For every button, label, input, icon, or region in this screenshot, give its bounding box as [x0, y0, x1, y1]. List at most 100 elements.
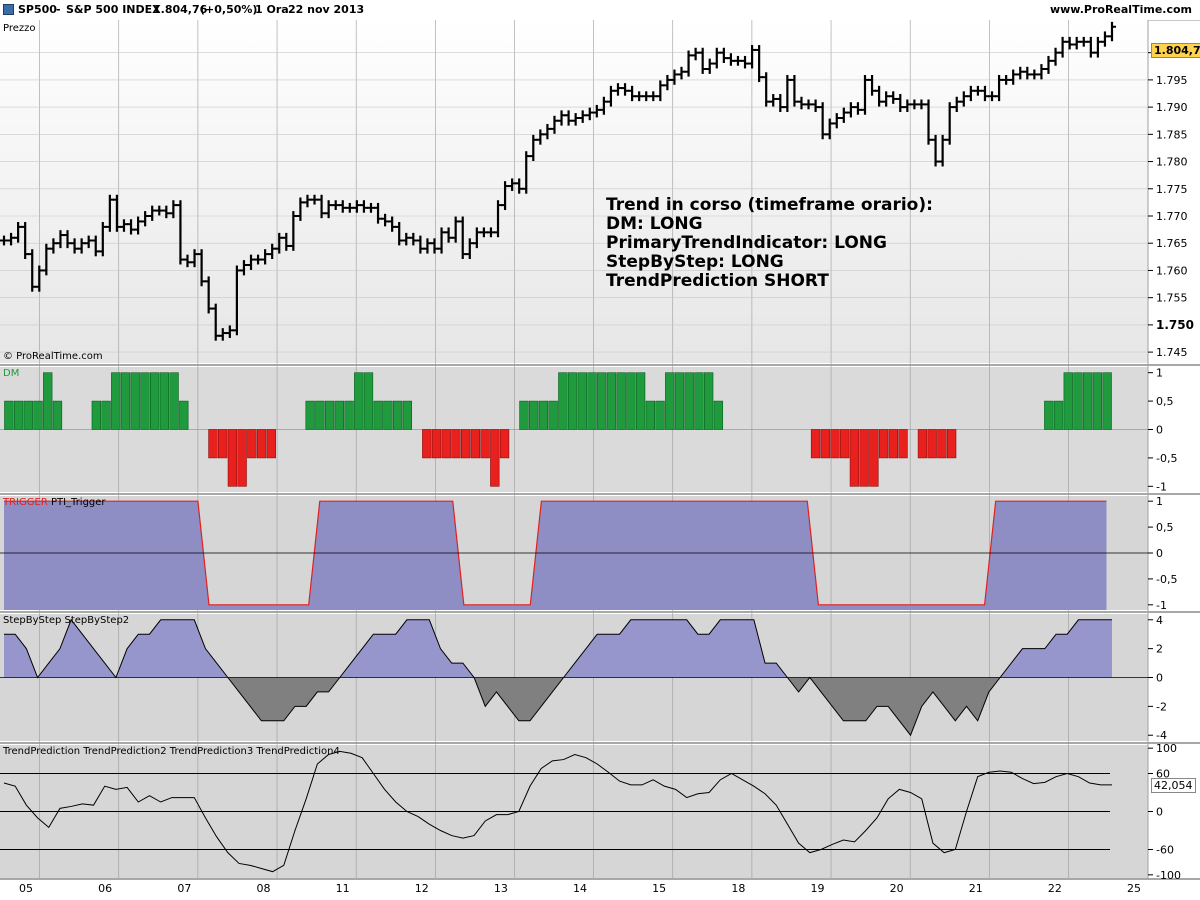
- price-tick-label: 1.750: [1156, 318, 1194, 332]
- dm-bar: [810, 429, 821, 459]
- dm-bar: [558, 372, 568, 430]
- dm-bar: [684, 372, 694, 430]
- trigger-tick-label: -0,5: [1156, 573, 1177, 586]
- x-tick-label: 18: [731, 882, 745, 895]
- dm-bar: [713, 400, 724, 430]
- dm-bar: [130, 372, 140, 430]
- dm-bar: [227, 429, 238, 487]
- dm-bar: [441, 429, 451, 459]
- price-tick-label: 1.770: [1156, 210, 1188, 223]
- chart-canvas[interactable]: 05 06 07 08 11 12 13 14 15 18 19 20 21 22 251.7451.750…: [0, 20, 1200, 900]
- step-pane-label: StepByStep StepByStep2: [3, 615, 130, 626]
- dm-bar: [1044, 400, 1054, 430]
- step-tick-label: 0: [1156, 672, 1163, 685]
- site-link[interactable]: www.ProRealTime.com: [1049, 3, 1192, 16]
- tp-tick-label: -100: [1156, 869, 1181, 882]
- dm-bar: [888, 429, 898, 459]
- dm-bar: [237, 429, 247, 487]
- price-tick-label: 1.745: [1156, 346, 1188, 359]
- axis-layer: 05 06 07 08 11 12 13 14 15 18 19 20 21 22 251.7451.750…: [19, 46, 1194, 895]
- dm-bar: [499, 429, 510, 459]
- dm-bar: [383, 400, 393, 430]
- pane-separators[interactable]: [0, 364, 1200, 880]
- x-tick-label: 14: [573, 882, 587, 895]
- dm-bar: [392, 400, 403, 430]
- dm-bar: [480, 429, 490, 459]
- trigger-area: [4, 501, 1107, 610]
- x-tick-label: 07: [177, 882, 191, 895]
- dm-bar: [111, 372, 121, 430]
- dm-bar: [169, 372, 179, 430]
- dm-tick-label: 0,5: [1156, 395, 1174, 408]
- dm-bar: [849, 429, 860, 487]
- dm-bar: [159, 372, 170, 430]
- tp-tick-label: 0: [1156, 806, 1163, 819]
- dm-bar: [431, 429, 442, 459]
- dm-bar: [1053, 400, 1064, 430]
- dm-bar: [597, 372, 607, 430]
- dm-bar: [878, 429, 889, 459]
- dm-bar: [451, 429, 461, 459]
- dm-bar: [23, 400, 33, 430]
- dm-bar: [937, 429, 947, 459]
- x-tick-label: 11: [336, 882, 350, 895]
- annotation-line: DM: LONG: [606, 214, 703, 234]
- series-layer: [0, 21, 1148, 873]
- trigger-tick-label: -1: [1156, 599, 1167, 612]
- instrument-icon: [3, 4, 14, 15]
- dm-bar: [218, 429, 228, 459]
- price-tick-label: 1.775: [1156, 183, 1188, 196]
- dm-bar: [820, 429, 830, 459]
- dm-bar: [33, 400, 43, 430]
- trigger-tick-label: 1: [1156, 495, 1163, 508]
- last-price-box: 1.804,76: [1151, 43, 1200, 58]
- dm-bar: [830, 429, 840, 459]
- dm-pane-label: DM: [3, 368, 20, 379]
- dm-bar: [567, 372, 578, 430]
- dm-bar: [461, 429, 471, 459]
- dm-bar: [120, 372, 131, 430]
- step-tick-label: -2: [1156, 700, 1167, 713]
- dm-bar: [149, 372, 160, 430]
- dm-bar: [140, 372, 150, 430]
- x-tick-label: 21: [969, 882, 983, 895]
- dm-bar: [946, 429, 957, 459]
- dm-bar: [470, 429, 481, 459]
- dm-bar: [4, 400, 14, 430]
- dm-bar: [655, 400, 665, 430]
- dm-bar: [101, 400, 111, 430]
- x-tick-label: 13: [494, 882, 508, 895]
- x-tick-label: 05: [19, 882, 33, 895]
- dm-bar: [354, 372, 364, 430]
- trigger-tick-label: 0: [1156, 547, 1163, 560]
- dm-bar: [1092, 372, 1103, 430]
- grid-layer: [0, 20, 1148, 878]
- dm-bar: [626, 372, 636, 430]
- dm-bar: [577, 372, 587, 430]
- dm-bar: [606, 372, 617, 430]
- date-label: 22 nov 2013: [288, 3, 365, 16]
- step-line: [4, 618, 1112, 737]
- dm-bar: [315, 400, 325, 430]
- dm-bar: [13, 400, 24, 430]
- price-tick-label: 1.795: [1156, 74, 1188, 87]
- dm-bar: [363, 372, 374, 430]
- step-tick-label: -4: [1156, 729, 1167, 742]
- x-tick-label: 22: [1048, 882, 1062, 895]
- trigger-tick-label: 0,5: [1156, 521, 1174, 534]
- dm-bar: [840, 429, 850, 459]
- x-tick-label: 25: [1127, 882, 1141, 895]
- dm-bar: [616, 372, 626, 430]
- annotation-line: TrendPrediction SHORT: [606, 271, 829, 291]
- dm-bar: [869, 429, 879, 487]
- dm-bar: [43, 372, 53, 430]
- dm-bar: [247, 429, 257, 459]
- dm-bar: [256, 429, 267, 459]
- x-tick-label: 19: [810, 882, 824, 895]
- dash-separator: -: [56, 3, 61, 16]
- title-bar: SP500 - S&P 500 INDEX 1.804,76 (+0,50%) …: [0, 0, 1200, 21]
- price-pane-bg: [0, 20, 1148, 363]
- step-tick-label: 2: [1156, 643, 1163, 656]
- tp-tick-label: 60: [1156, 768, 1170, 781]
- price-tick-label: 1.780: [1156, 156, 1188, 169]
